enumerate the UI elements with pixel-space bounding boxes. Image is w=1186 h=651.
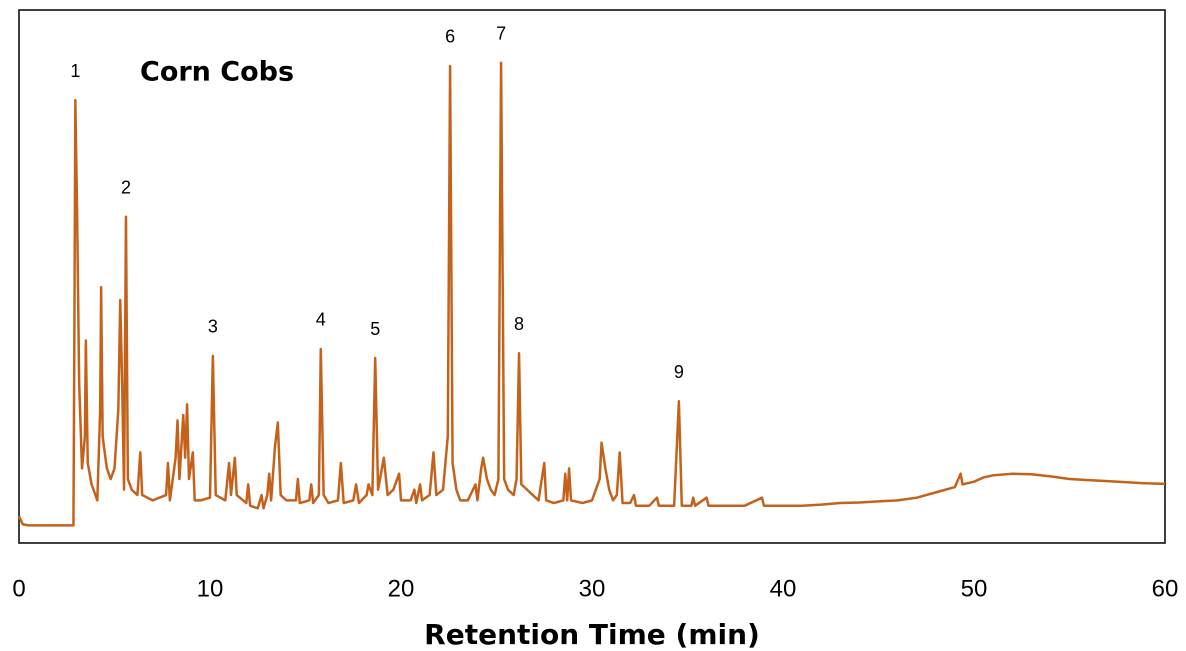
peak-label: 9 (674, 362, 684, 382)
x-tick-label: 10 (197, 575, 224, 602)
peak-label: 6 (445, 27, 455, 47)
x-tick-label: 50 (961, 575, 988, 602)
chart-title: Corn Cobs (140, 57, 294, 88)
x-axis-label: Retention Time (min) (424, 618, 760, 651)
peak-label: 2 (121, 178, 131, 198)
peak-label: 7 (496, 24, 506, 44)
x-tick-label: 20 (388, 575, 415, 602)
chromatogram-line (17, 61, 1166, 527)
x-tick-label: 0 (12, 575, 25, 602)
peak-label: 3 (208, 317, 218, 337)
peak-label: 1 (70, 61, 80, 81)
peak-label: 4 (316, 310, 326, 330)
peak-label: 8 (514, 314, 524, 334)
x-tick-label: 60 (1152, 575, 1179, 602)
x-tick-label: 30 (579, 575, 606, 602)
peak-label: 5 (370, 319, 380, 339)
x-tick-label: 40 (770, 575, 797, 602)
plot-frame (18, 9, 1166, 544)
